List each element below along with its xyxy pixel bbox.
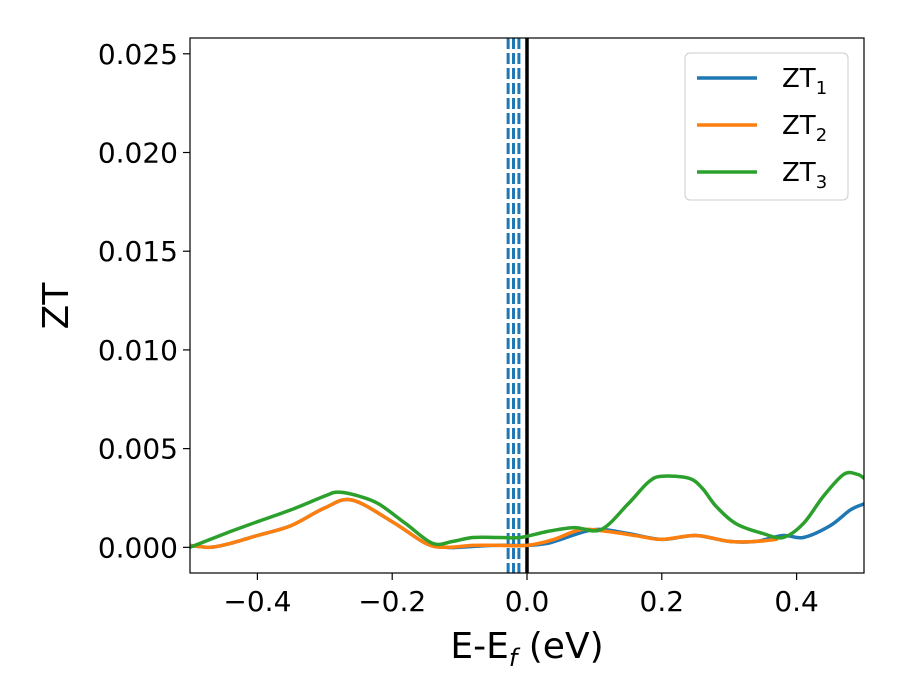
x-tick-label: 0.2 bbox=[640, 585, 685, 618]
y-tick-label: 0.020 bbox=[98, 137, 178, 170]
legend-label-zt1: ZT1 bbox=[782, 64, 827, 99]
series-line-zt3 bbox=[190, 470, 864, 550]
legend-label-zt2: ZT2 bbox=[782, 111, 827, 146]
y-tick-label: 0.000 bbox=[98, 531, 178, 564]
y-tick-label: 0.005 bbox=[98, 433, 178, 466]
x-axis-label: E-Ef (eV) bbox=[450, 626, 603, 672]
x-tick-label: 0.0 bbox=[505, 585, 550, 618]
x-tick-label: 0.4 bbox=[774, 585, 819, 618]
y-axis-label: ZT bbox=[36, 282, 77, 330]
x-axis-label-unit: (eV) bbox=[517, 626, 603, 667]
legend-label-zt3: ZT3 bbox=[782, 158, 827, 193]
x-axis-label-main: E-E bbox=[450, 626, 508, 667]
y-tick-label: 0.015 bbox=[98, 235, 178, 268]
y-tick-label: 0.010 bbox=[98, 334, 178, 367]
series-line-zt2 bbox=[190, 497, 779, 550]
x-tick-label: −0.2 bbox=[358, 585, 426, 618]
y-tick-label: 0.025 bbox=[98, 38, 178, 71]
legend: ZT1 ZT2 ZT3 bbox=[684, 52, 849, 201]
legend-box bbox=[684, 52, 849, 201]
x-tick-label: −0.4 bbox=[223, 585, 291, 618]
